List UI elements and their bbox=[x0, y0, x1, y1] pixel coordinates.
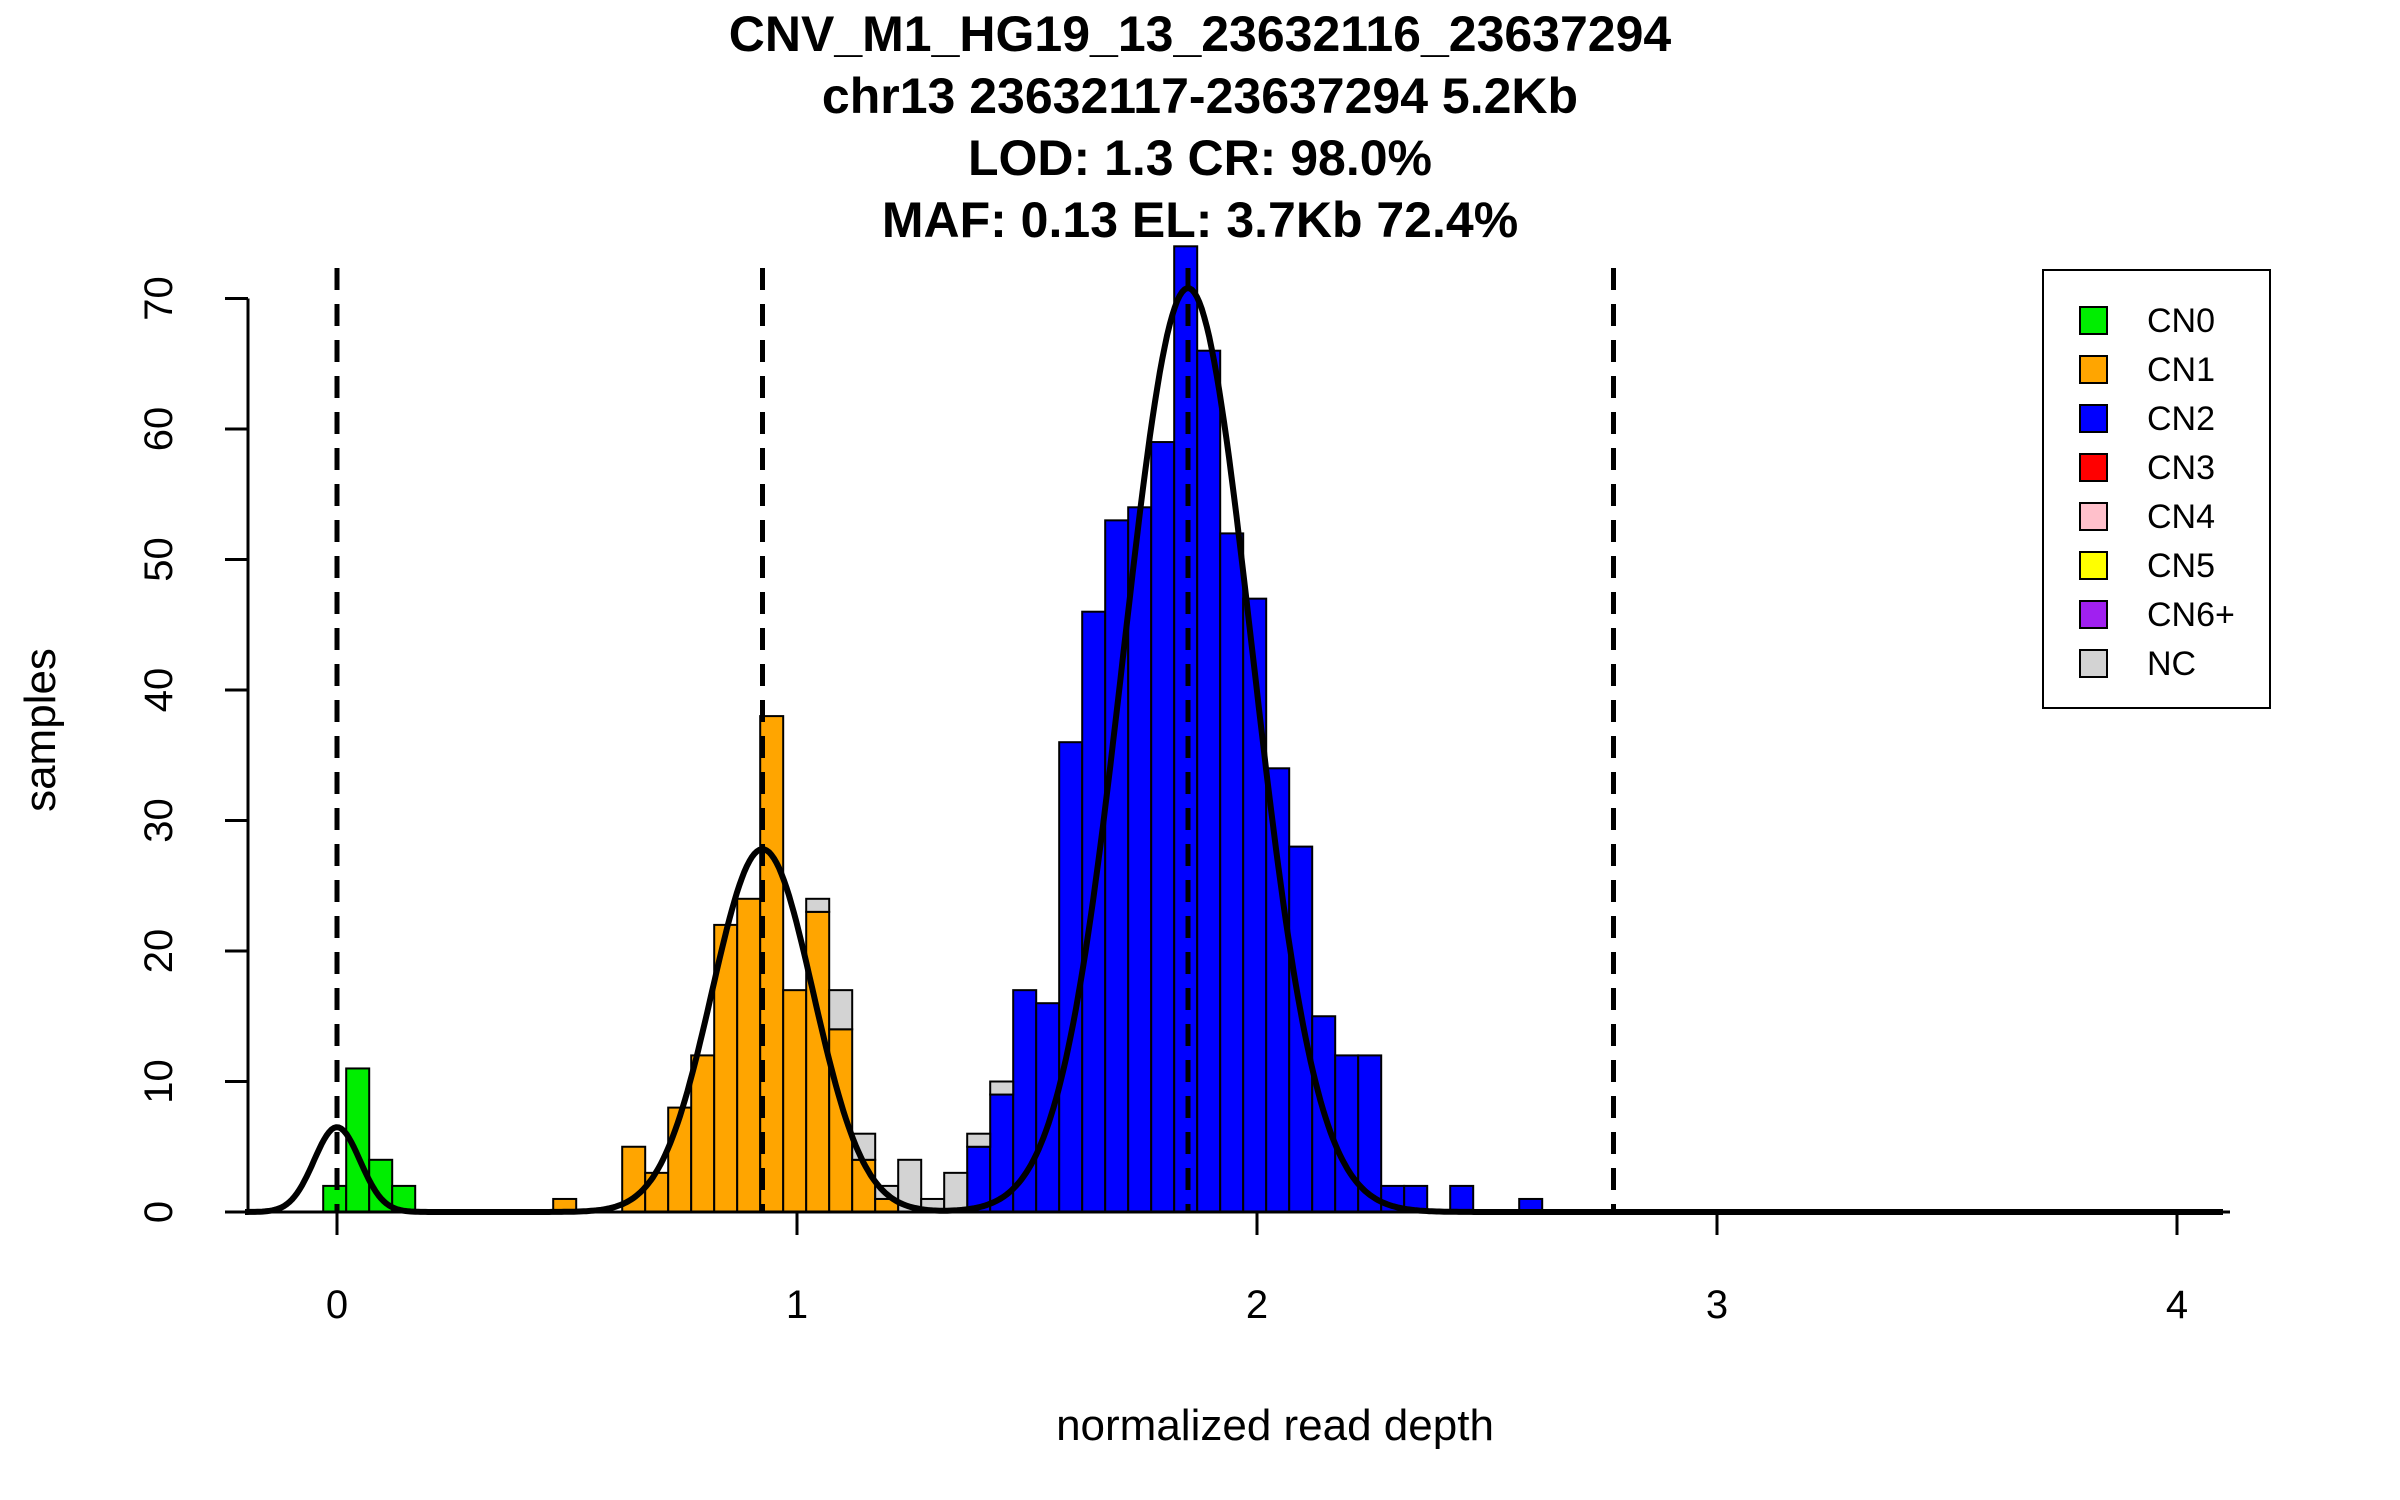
chart-title-line-4: MAF: 0.13 EL: 3.7Kb 72.4% bbox=[881, 192, 1519, 248]
bar-nc-7 bbox=[966, 1132, 992, 1148]
bar-cn1-9 bbox=[805, 910, 831, 1213]
bar-cn2-20 bbox=[1449, 1184, 1475, 1214]
legend-swatch-nc bbox=[2079, 649, 2108, 678]
legend-swatch-cn0 bbox=[2079, 306, 2108, 335]
y-axis-label: samples bbox=[16, 648, 65, 812]
bar-cn2-13 bbox=[1265, 767, 1291, 1213]
legend-swatch-cn3 bbox=[2079, 453, 2108, 482]
histogram-bars bbox=[245, 245, 2016, 1214]
legend-swatch-cn6plus bbox=[2079, 600, 2108, 629]
legend-label-cn6plus: CN6+ bbox=[2147, 596, 2235, 634]
legend-label-cn3: CN3 bbox=[2147, 449, 2215, 487]
legend-label-cn2: CN2 bbox=[2147, 400, 2215, 438]
bar-cn2-8 bbox=[1150, 441, 1176, 1213]
bar-cn1-4 bbox=[690, 1054, 716, 1214]
x-tick-label-1: 1 bbox=[786, 1283, 808, 1327]
y-tick-label-7: 70 bbox=[137, 276, 181, 321]
bar-cn2-7 bbox=[1127, 506, 1153, 1213]
y-tick-label-1: 10 bbox=[137, 1059, 181, 1104]
legend-label-cn5: CN5 bbox=[2147, 547, 2215, 585]
y-tick-label-5: 50 bbox=[137, 537, 181, 582]
y-tick-label-2: 20 bbox=[137, 929, 181, 974]
legend: CN0 CN1 CN2 CN3 CN4 CN5 CN6+ NC bbox=[2042, 269, 2271, 709]
y-tick-label-3: 30 bbox=[137, 798, 181, 843]
legend-label-nc: NC bbox=[2147, 645, 2196, 683]
bar-cn2-10 bbox=[1196, 349, 1222, 1213]
bar-cn2-11 bbox=[1219, 532, 1245, 1213]
legend-box bbox=[2042, 269, 2271, 709]
legend-swatch-cn2 bbox=[2079, 404, 2108, 433]
copy-number-reference-lines bbox=[334, 268, 1616, 1212]
bar-nc-8 bbox=[989, 1080, 1015, 1096]
legend-label-cn1: CN1 bbox=[2147, 351, 2215, 389]
bar-cn1-8 bbox=[782, 989, 808, 1214]
x-tick-label-4: 4 bbox=[2166, 1283, 2188, 1327]
bar-cn2-16 bbox=[1334, 1054, 1360, 1214]
bar-nc-0 bbox=[805, 897, 831, 913]
chart-title-line-3: LOD: 1.3 CR: 98.0% bbox=[967, 130, 1432, 186]
x-axis-label: normalized read depth bbox=[1056, 1401, 1494, 1450]
bar-nc-6 bbox=[943, 1171, 969, 1213]
legend-swatch-cn4 bbox=[2079, 502, 2108, 531]
y-tick-label-6: 60 bbox=[137, 407, 181, 452]
bar-cn1-6 bbox=[736, 897, 762, 1213]
legend-swatch-cn5 bbox=[2079, 551, 2108, 580]
legend-label-cn0: CN0 bbox=[2147, 302, 2215, 340]
legend-swatch-cn1 bbox=[2079, 355, 2108, 384]
legend-label-cn4: CN4 bbox=[2147, 498, 2215, 536]
chart-title-line-1: CNV_M1_HG19_13_23632116_23637294 bbox=[728, 6, 1672, 62]
x-tick-label-3: 3 bbox=[1706, 1283, 1728, 1327]
y-tick-label-4: 40 bbox=[137, 668, 181, 713]
bar-cn2-14 bbox=[1288, 845, 1314, 1213]
y-tick-label-0: 0 bbox=[137, 1201, 181, 1223]
bar-nc-1 bbox=[828, 989, 854, 1031]
x-tick-label-0: 0 bbox=[326, 1283, 348, 1327]
x-tick-label-2: 2 bbox=[1246, 1283, 1268, 1327]
chart-title-line-2: chr13 23632117-23637294 5.2Kb bbox=[821, 68, 1579, 124]
